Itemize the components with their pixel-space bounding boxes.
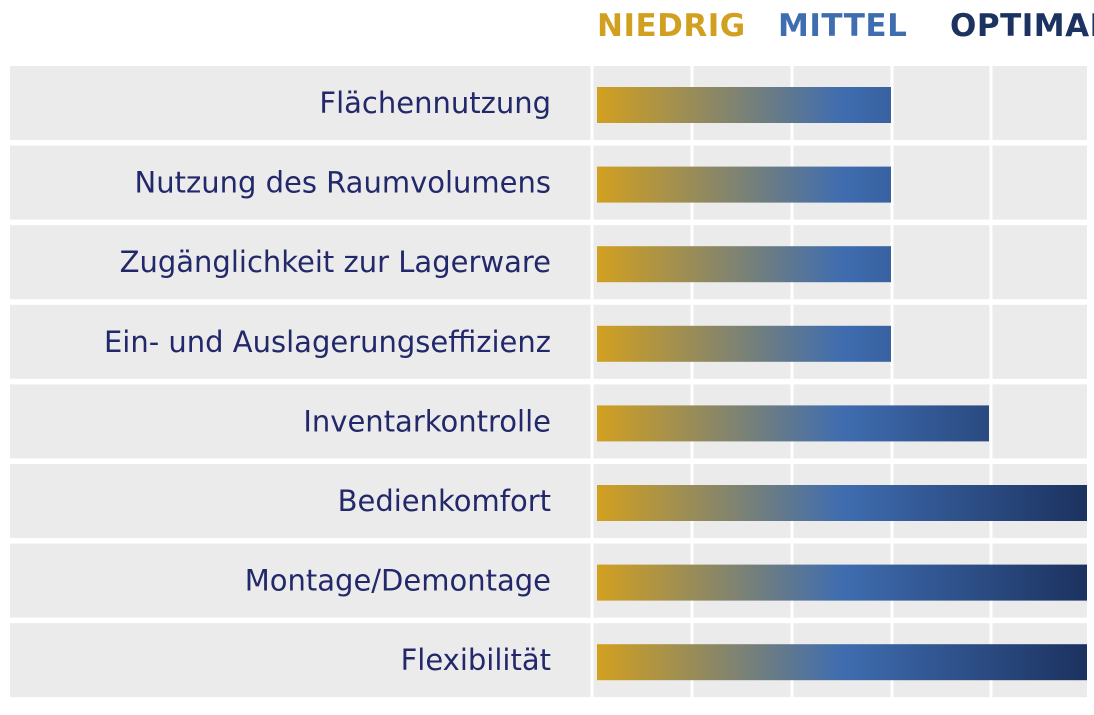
legend-optimal: OPTIMAL (950, 8, 1094, 44)
row-background (10, 145, 1087, 220)
category-label: Bedienkomfort (338, 484, 551, 518)
rating-bar (597, 644, 1087, 681)
rating-bar (597, 564, 1087, 601)
category-label: Montage/Demontage (245, 564, 551, 598)
gridline (989, 66, 993, 715)
category-label: Inventarkontrolle (303, 404, 551, 438)
rating-bar (597, 166, 891, 203)
category-label: Flächennutzung (319, 86, 551, 120)
row-background (10, 304, 1087, 379)
gridline (590, 66, 594, 715)
rating-bar (597, 325, 891, 362)
legend-mittel: MITTEL (778, 8, 908, 44)
gridline (890, 66, 894, 715)
rating-bar (597, 405, 989, 442)
rating-bar (597, 246, 891, 283)
category-label: Zugänglichkeit zur Lagerware (120, 245, 551, 279)
row-background (10, 225, 1087, 300)
category-label: Nutzung des Raumvolumens (135, 166, 551, 200)
gridline (790, 66, 794, 715)
category-label: Ein- und Auslagerungseffizienz (104, 325, 551, 359)
category-label: Flexibilität (401, 643, 551, 677)
rating-bar (597, 87, 891, 123)
gridline (690, 66, 694, 715)
rating-bar (597, 485, 1087, 521)
legend-niedrig: NIEDRIG (597, 8, 746, 44)
row-background (10, 66, 1087, 140)
